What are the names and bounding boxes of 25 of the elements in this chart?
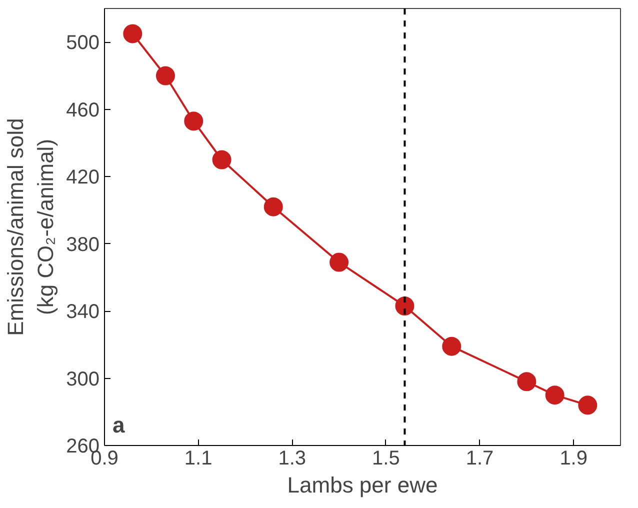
y-tick-label: 380 <box>66 234 100 256</box>
y-axis-title: Emissions/animal sold (kg CO₂-e/animal) <box>3 118 58 336</box>
point <box>330 252 349 272</box>
point <box>212 150 232 170</box>
y-tick-label: 300 <box>66 368 100 390</box>
y-tick-label: 500 <box>66 32 100 54</box>
point <box>264 197 283 216</box>
point <box>545 386 564 405</box>
point <box>517 372 536 392</box>
point <box>123 24 142 44</box>
x-tick-label: 1.3 <box>278 448 306 470</box>
point <box>442 336 462 356</box>
point <box>156 66 175 86</box>
x-axis-title: Lambs per ewe <box>287 472 438 498</box>
x-tick-label: 1.9 <box>560 448 588 470</box>
x-tick-label: 1.7 <box>466 448 494 470</box>
y-tick-label: 460 <box>66 99 100 122</box>
y-tick-label: 340 <box>66 301 100 324</box>
point <box>184 112 204 131</box>
x-tick-label: 1.5 <box>372 448 400 470</box>
y-tick-label: 420 <box>66 166 100 189</box>
annotation: a <box>112 412 126 438</box>
x-tick-label: 1.1 <box>184 448 212 470</box>
point <box>395 296 414 316</box>
point <box>578 396 598 415</box>
